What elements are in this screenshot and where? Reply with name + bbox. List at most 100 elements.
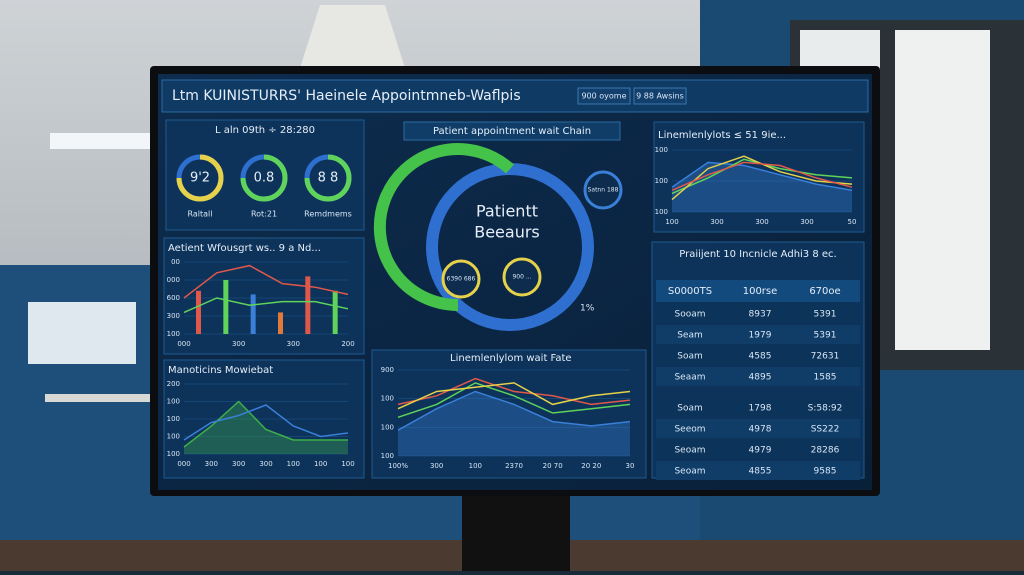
header-button [633, 87, 687, 105]
line [183, 400, 348, 448]
donut-ring [426, 163, 594, 331]
table-header [656, 280, 860, 302]
light [50, 133, 150, 149]
x-tick-label: 000 [177, 340, 190, 348]
table-cell: Soam [677, 404, 703, 414]
y-tick-label: 100 [381, 395, 394, 403]
gauge-arc [240, 154, 288, 202]
table-row [656, 367, 860, 386]
x-tick-label: 300 [800, 218, 813, 226]
y-tick-label: 600 [167, 294, 180, 302]
donut-center: Patientt [476, 202, 538, 221]
badge [583, 170, 623, 210]
gauge-label: Raltall [188, 210, 213, 219]
y-tick-label: 200 [167, 380, 180, 388]
y-tick-label: 100 [167, 433, 180, 441]
x-tick-label: 300 [710, 218, 723, 226]
x-tick-label: 20 20 [581, 462, 601, 470]
area [398, 391, 630, 456]
line [183, 404, 349, 441]
badge-label: 6390 686 [447, 276, 476, 283]
table-cell: 4895 [749, 373, 772, 383]
y-tick-label: 100 [381, 423, 394, 431]
x-tick-label: 100 [341, 460, 354, 468]
header-button-label: 900 oyome [581, 92, 626, 101]
table-cell: Seeom [674, 425, 705, 435]
table-cell: 1585 [814, 373, 837, 383]
y-tick-label: 100 [167, 398, 180, 406]
x-tick-label: 20 70 [543, 462, 563, 470]
x-tick-label: 50 [848, 218, 857, 226]
monitor-stand [462, 492, 570, 571]
donut-segment [373, 143, 515, 312]
y-tick-label: 100 [655, 208, 668, 216]
line [397, 382, 631, 410]
x-tick-label: 000 [177, 460, 190, 468]
y-tick-label: 300 [167, 312, 180, 320]
x-tick-label: 200 [341, 340, 354, 348]
lamp [300, 5, 405, 68]
x-tick-label: 300 [232, 460, 245, 468]
panel [165, 119, 365, 231]
bar [196, 290, 201, 334]
table-cell: Seoam [674, 446, 705, 456]
gauge-value: 9'2 [190, 171, 210, 186]
area [672, 162, 852, 212]
table-cell: 4585 [749, 352, 772, 362]
y-tick-label: 100 [655, 146, 668, 154]
table-row [656, 440, 860, 459]
table-cell: 28286 [811, 446, 840, 456]
bar [250, 294, 256, 334]
badge-label: 900 ... [512, 274, 531, 281]
table-header-cell: S0000TS [668, 286, 712, 297]
table-cell: 1798 [749, 404, 772, 414]
gauge-arc [304, 154, 352, 202]
y-tick-label: 100 [167, 415, 180, 423]
y-tick-label: 100 [167, 330, 180, 338]
badge [441, 259, 481, 299]
x-tick-label: 100 [665, 218, 678, 226]
panel [653, 121, 865, 233]
gauge-label: Rot:21 [251, 210, 277, 219]
chart-title: Linemlenlylom wait Fate [450, 353, 572, 364]
badge-label: Satnn 188 [588, 187, 619, 194]
table-row [656, 461, 860, 480]
x-tick-label: 30 [626, 462, 635, 470]
line [671, 161, 853, 192]
table-cell: 5391 [814, 310, 837, 320]
bar [305, 276, 311, 334]
bar [278, 312, 283, 334]
x-tick-label: 300 [205, 460, 218, 468]
y-tick-label: 100 [655, 177, 668, 185]
line [397, 382, 631, 419]
y-tick-label: 900 [381, 366, 394, 374]
x-tick-label: 300 [259, 460, 272, 468]
table-cell: 9585 [814, 467, 837, 477]
y-tick-label: 00 [171, 258, 180, 266]
x-tick-label: 300 [755, 218, 768, 226]
table-cell: 5391 [814, 331, 837, 341]
background-monitor [28, 302, 136, 364]
header-button-label: 9 88 Awsins [636, 92, 684, 101]
x-tick-label: 100 [314, 460, 327, 468]
bar [332, 290, 338, 334]
table-row [656, 346, 860, 365]
panel-title: Patient appointment wait Chain [433, 126, 591, 137]
y-tick-label: 100 [167, 450, 180, 458]
header-bar [161, 79, 869, 113]
line [397, 390, 631, 431]
chart-title: Aetient Wfousgrt ws.. 9 a Nd... [168, 243, 321, 254]
x-tick-label: 100% [388, 462, 408, 470]
table-cell: Sooam [674, 310, 705, 320]
gauge-arc [176, 154, 224, 202]
line [671, 161, 853, 191]
panel-title: L aln 09th ÷ 28:280 [215, 125, 315, 136]
line [183, 297, 349, 314]
gauge-value: 8 8 [318, 171, 339, 186]
header-title: Ltm KUINISTURRS' Haeinele Appointmneb-Wa… [172, 88, 521, 104]
line [397, 377, 631, 406]
table-cell: 72631 [811, 352, 840, 362]
x-tick-label: 2370 [505, 462, 523, 470]
table-cell: 1979 [749, 331, 772, 341]
